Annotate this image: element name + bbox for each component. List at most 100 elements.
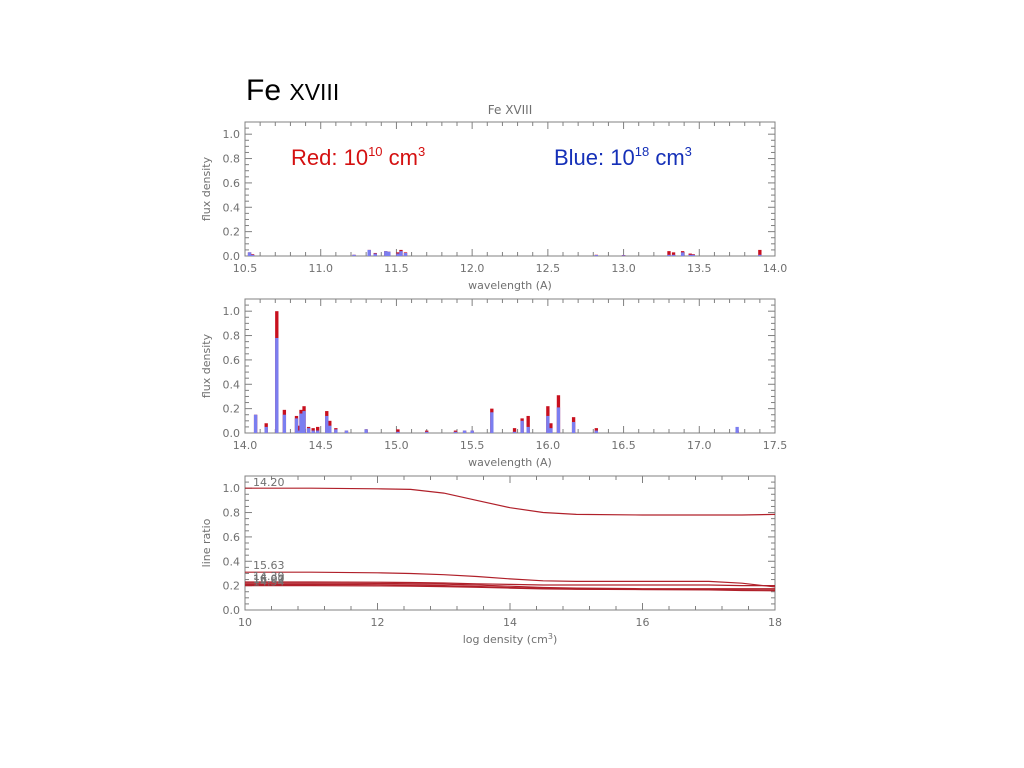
x-tick-label: 14.5 [308, 439, 333, 452]
plot-frame [244, 298, 776, 434]
legend-blue-unit: cm [649, 145, 685, 170]
bar-blue [328, 425, 332, 433]
bar-blue [250, 254, 255, 256]
bar-blue [621, 255, 626, 256]
x-axis-label: wavelength (A) [468, 279, 552, 292]
bar-blue [735, 426, 739, 433]
bar-blue [526, 426, 530, 433]
bar-blue [334, 429, 338, 433]
x-tick-label: 10 [238, 616, 252, 629]
x-tick-label: 12.0 [460, 262, 485, 275]
y-axis-label: line ratio [200, 518, 213, 567]
line-label: 16.00 [253, 573, 285, 586]
bar-blue [302, 411, 306, 433]
y-axis-label: flux density [200, 156, 213, 221]
y-tick-label: 0.6 [223, 354, 241, 367]
chart-panel-3: 10 12 14 16 18 0.0 0.2 0.4 0.6 0.8 1.0 log density … [200, 475, 782, 646]
x-tick-label: 10.5 [233, 262, 258, 275]
bar-blue [306, 428, 311, 433]
bar-blue [253, 414, 258, 433]
x-tick-label: 16.0 [536, 439, 561, 452]
bar-blue [520, 420, 524, 433]
ratio-curve [245, 585, 776, 591]
bar-blue [403, 252, 408, 256]
bar-blue [294, 418, 299, 433]
bar-blue [275, 337, 279, 433]
bar-blue [571, 422, 576, 433]
bar-blue [387, 251, 391, 256]
bar-red [425, 430, 429, 433]
y-tick-label: 1.0 [223, 128, 241, 141]
bar-blue [453, 431, 458, 433]
y-tick-label: 1.0 [223, 482, 241, 495]
y-tick-label: 1.0 [223, 305, 241, 318]
x-tick-label: 14.0 [763, 262, 788, 275]
bar-blue [691, 254, 695, 256]
y-tick-label: 0.8 [223, 153, 241, 166]
y-tick-label: 0.8 [223, 330, 241, 343]
bar-blue [462, 430, 467, 433]
x-tick-label: 13.0 [611, 262, 636, 275]
y-tick-label: 0.0 [223, 604, 241, 617]
x-tick-label: 12.5 [536, 262, 561, 275]
line-label: 16.07 [253, 573, 285, 586]
bar-blue [325, 415, 329, 433]
bar-blue [396, 253, 400, 256]
bar-blue [512, 431, 517, 433]
bar-blue [247, 252, 252, 256]
legend-blue-exponent: 18 [634, 144, 650, 159]
legend-blue-unit-exponent: 3 [684, 144, 692, 159]
bar-blue [758, 254, 762, 256]
line-label: 14.54 [253, 575, 285, 588]
x-tick-label: 18 [768, 616, 782, 629]
x-tick-label: 11.0 [308, 262, 333, 275]
plot-frame [244, 121, 776, 257]
y-tick-label: 0.4 [223, 201, 241, 214]
x-axis-label: wavelength (A) [468, 456, 552, 469]
bar-red [526, 415, 530, 433]
bar-red [667, 251, 671, 256]
x-tick-label: 14 [503, 616, 517, 629]
bar-red [316, 426, 320, 433]
y-axis-label: flux density [200, 333, 213, 398]
bar-blue [264, 426, 268, 433]
y-tick-label: 0.2 [223, 403, 241, 416]
bar-blue [311, 430, 315, 433]
y-tick-label: 0.6 [223, 531, 241, 544]
bar-blue [367, 249, 371, 256]
bar-blue [373, 253, 377, 256]
legend-red-unit-exponent: 3 [417, 144, 426, 159]
bar-blue [364, 429, 368, 433]
title-ion: XVIII [289, 79, 340, 105]
bar-blue [470, 430, 474, 433]
y-tick-label: 0.8 [223, 507, 241, 520]
x-tick-label: 14.0 [233, 439, 258, 452]
x-tick-label: 15.0 [384, 439, 409, 452]
bar-blue [546, 415, 550, 433]
x-tick-label: 15.5 [460, 439, 485, 452]
bar-red [396, 429, 400, 433]
ratio-curve [245, 582, 775, 590]
x-tick-label: 17.5 [763, 439, 788, 452]
y-tick-label: 0.4 [223, 378, 241, 391]
ratio-curve [245, 571, 776, 588]
title-element: Fe [246, 74, 290, 107]
y-tick-label: 0.4 [223, 555, 241, 568]
x-tick-label: 16 [636, 616, 650, 629]
ratio-curve [245, 581, 775, 587]
bar-blue [594, 430, 598, 433]
bar-red [453, 430, 458, 433]
bar-blue [549, 428, 553, 433]
bar-blue [396, 431, 400, 433]
chart-title: Fe XVIII [488, 103, 533, 117]
bar-red [671, 252, 676, 256]
y-tick-label: 0.2 [223, 580, 241, 593]
bar-red [512, 428, 517, 433]
bar-blue [490, 412, 494, 433]
x-tick-label: 12 [371, 616, 385, 629]
bar-blue [556, 407, 561, 433]
bar-blue [399, 251, 403, 256]
bar-blue [688, 254, 692, 256]
y-tick-label: 0.0 [223, 427, 241, 440]
